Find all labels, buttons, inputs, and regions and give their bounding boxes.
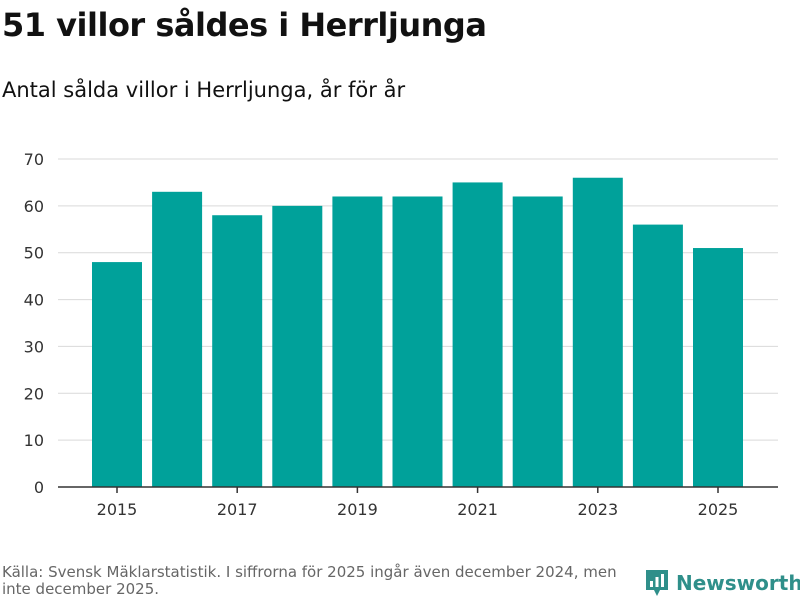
y-tick-label: 50 <box>24 244 44 263</box>
y-tick-label: 10 <box>24 431 44 450</box>
chart-title: 51 villor såldes i Herrljunga <box>2 6 487 44</box>
y-tick-label: 20 <box>24 384 44 403</box>
chart-subtitle: Antal sålda villor i Herrljunga, år för … <box>2 78 406 102</box>
bar-2023 <box>572 177 623 487</box>
x-tick-label: 2021 <box>457 500 498 519</box>
bar-2021 <box>452 182 503 487</box>
y-axis: 0 10 20 30 40 50 60 70 <box>24 150 44 497</box>
bars <box>92 177 743 488</box>
brand-name: Newsworthy <box>676 571 800 595</box>
bar-chart: 0 10 20 30 40 50 60 70 2015 2017 2019 2021 2023 2025 <box>24 150 778 519</box>
bar-2018 <box>272 205 323 487</box>
y-tick-label: 60 <box>24 197 44 216</box>
x-tick-label: 2023 <box>577 500 618 519</box>
y-tick-label: 70 <box>24 150 44 169</box>
bar-2017 <box>212 215 263 487</box>
x-tick-label: 2025 <box>698 500 739 519</box>
y-tick-label: 30 <box>24 337 44 356</box>
x-axis: 2015 2017 2019 2021 2023 2025 <box>58 486 778 519</box>
bar-2015 <box>92 262 142 487</box>
bar-2016 <box>152 191 203 488</box>
brand: Newsworthy <box>644 568 800 598</box>
bar-2019 <box>332 196 383 487</box>
bar-2022 <box>512 196 563 487</box>
source-note: Källa: Svensk Mäklarstatistik. I siffror… <box>2 563 617 598</box>
x-tick-label: 2015 <box>97 500 138 519</box>
y-tick-label: 0 <box>34 478 44 497</box>
x-tick-label: 2019 <box>337 500 378 519</box>
bar-2024 <box>632 224 683 487</box>
bar-2025 <box>693 248 743 487</box>
y-tick-label: 40 <box>24 291 44 310</box>
newsworthy-logo-icon <box>646 570 668 596</box>
bar-2020 <box>392 196 443 487</box>
x-tick-label: 2017 <box>217 500 258 519</box>
